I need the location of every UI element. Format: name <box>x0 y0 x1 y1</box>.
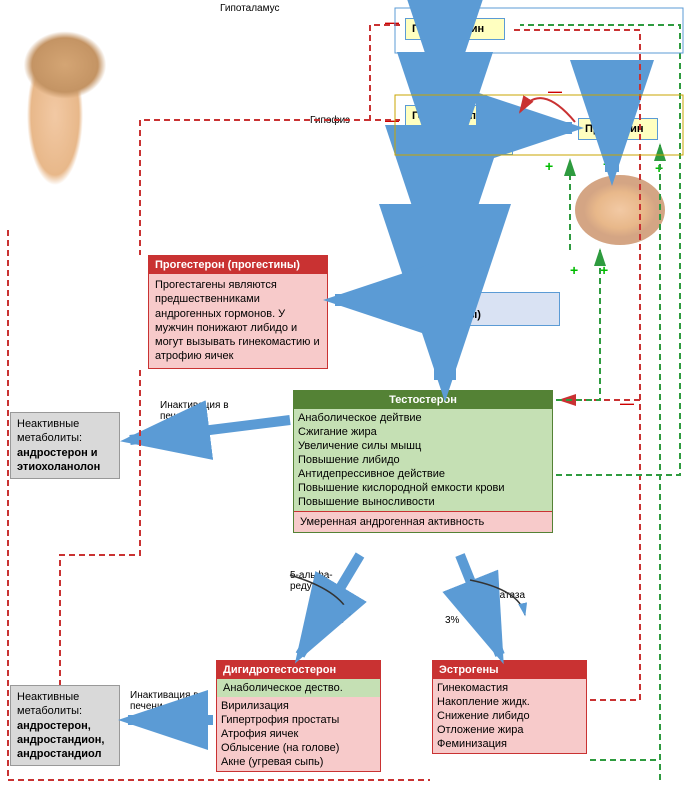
minus-icon: — <box>385 112 399 128</box>
plus-icon: + <box>655 160 663 176</box>
minus-icon: — <box>620 395 634 411</box>
reductase-pct: 5-10% <box>315 615 344 626</box>
plus-icon: + <box>603 156 611 172</box>
list-item: Облысение (на голове) <box>221 741 376 755</box>
list-item: Увеличение силы мышц <box>298 439 548 453</box>
list-item: Накопление жидк. <box>437 695 582 709</box>
testosterone-footer: Умеренная андрогенная активность <box>294 511 552 532</box>
list-item: Анаболическое дейтвие <box>298 411 548 425</box>
testosterone-effects: Анаболическое дейтвиеСжигание жираУвелич… <box>294 409 552 511</box>
inactivation1-label: Инактивация в печени <box>160 400 230 422</box>
reductase-label: 5-альфа-редуктаза <box>290 570 350 592</box>
metabolites2-node: Неактивные метаболиты: андростерон, андр… <box>10 685 120 766</box>
list-item: Повышение выносливости <box>298 495 548 509</box>
m2-l3: андростерон, андростандион, андростандио… <box>17 720 104 761</box>
list-item: Акне (угревая сыпь) <box>221 755 376 769</box>
m2-l1: Неактивные <box>17 691 79 703</box>
plus-icon: + <box>470 60 478 76</box>
estrogens-node: Эстрогены ГинекомастияНакопление жидк.Сн… <box>432 660 587 754</box>
prolactin-node: Пролактин <box>578 118 658 140</box>
minus-icon: — <box>548 83 562 99</box>
m1-l1: Неактивные <box>17 418 79 430</box>
plus-icon: + <box>428 156 436 172</box>
prohormones-node: Прогормоны (прекурсоры) <box>400 292 560 326</box>
m1-l3: андростерон и этиохоланолон <box>17 447 100 473</box>
minus-icon: — <box>385 14 399 30</box>
estrogens-title: Эстрогены <box>433 661 586 679</box>
gonadotropin-l2: гормоны: <box>412 123 464 135</box>
list-item: Антидепрессивное действие <box>298 467 548 481</box>
m1-l2: метаболиты: <box>17 432 82 444</box>
list-item: Вирилизация <box>221 699 376 713</box>
list-item: Феминизация <box>437 737 582 751</box>
progesterone-title: Прогестерон (прогестины) <box>149 256 327 274</box>
dht-node: Дигидротестостерон Анаболическое дество.… <box>216 660 381 772</box>
inactivation2-label: Инактивация в печени <box>130 690 200 712</box>
progesterone-body: Прогестагены являются предшественниками … <box>149 274 327 368</box>
dht-subtitle: Анаболическое дество. <box>217 679 380 697</box>
list-item: Гинекомастия <box>437 681 582 695</box>
gonadotropin-l3: ЛГ и ФСГ <box>412 136 462 148</box>
plus-icon: + <box>600 262 608 278</box>
gonadorelin-node: Гонадорелин <box>405 18 505 40</box>
list-item: Атрофия яичек <box>221 727 376 741</box>
list-item: Гипертрофия простаты <box>221 713 376 727</box>
testosterone-node: Тестостерон Анаболическое дейтвиеСжигани… <box>293 390 553 533</box>
m2-l2: метаболиты: <box>17 705 82 717</box>
pituitary-label: Гипофиз <box>310 115 350 126</box>
breast-image <box>575 175 665 245</box>
list-item: Повышение кислородной емкости крови <box>298 481 548 495</box>
dht-title: Дигидротестостерон <box>217 661 380 679</box>
aromatase-label: Ароматаза <box>475 590 525 601</box>
gonadotropin-l1: Гонадотропные <box>412 110 498 122</box>
gonadotropin-node: Гонадотропные гормоны: ЛГ и ФСГ <box>405 105 513 155</box>
plus-icon: + <box>418 60 426 76</box>
brain-image <box>0 15 130 125</box>
estrogens-effects: ГинекомастияНакопление жидк.Снижение либ… <box>433 679 586 753</box>
list-item: Снижение либидо <box>437 709 582 723</box>
list-item: Отложение жира <box>437 723 582 737</box>
dht-effects: ВирилизацияГипертрофия простатыАтрофия я… <box>217 697 380 771</box>
list-item: Повышение либидо <box>298 453 548 467</box>
list-item: Сжигание жира <box>298 425 548 439</box>
plus-icon: + <box>545 158 553 174</box>
metabolites1-node: Неактивные метаболиты: андростерон и эти… <box>10 412 120 479</box>
testes-image <box>410 180 490 240</box>
plus-icon: + <box>570 262 578 278</box>
aromatase-pct: 3% <box>445 615 459 626</box>
testosterone-title: Тестостерон <box>294 391 552 409</box>
progesterone-node: Прогестерон (прогестины) Прогестагены яв… <box>148 255 328 369</box>
hypothalamus-label: Гипоталамус <box>220 3 280 14</box>
